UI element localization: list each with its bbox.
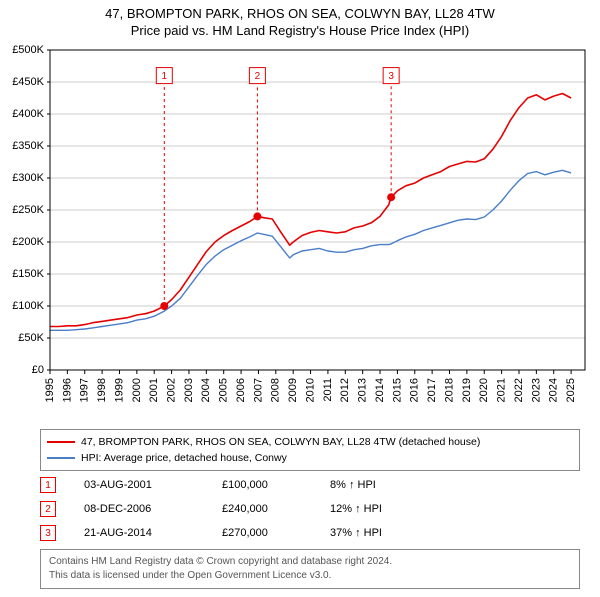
y-tick-label: £450K xyxy=(12,76,44,88)
legend-swatch xyxy=(47,457,75,459)
x-tick-label: 2008 xyxy=(270,378,282,402)
legend: 47, BROMPTON PARK, RHOS ON SEA, COLWYN B… xyxy=(40,429,580,471)
sale-price: £270,000 xyxy=(222,527,302,539)
title-block: 47, BROMPTON PARK, RHOS ON SEA, COLWYN B… xyxy=(0,0,600,40)
x-tick-label: 2023 xyxy=(530,378,542,402)
sale-hpi: 12% ↑ HPI xyxy=(330,503,382,515)
title-line2: Price paid vs. HM Land Registry's House … xyxy=(0,23,600,38)
footer-line2: This data is licensed under the Open Gov… xyxy=(49,569,571,583)
sale-point xyxy=(387,193,395,201)
sale-hpi: 8% ↑ HPI xyxy=(330,479,376,491)
x-tick-label: 2014 xyxy=(374,378,386,402)
x-tick-label: 2022 xyxy=(513,378,525,402)
x-tick-label: 2000 xyxy=(131,378,143,402)
chart-svg: £0 £50K £100K £150K £200K £250K £300K £350K £400… xyxy=(0,40,600,425)
x-tick-label: 2004 xyxy=(200,378,212,402)
legend-row: HPI: Average price, detached house, Conw… xyxy=(47,450,573,466)
legend-row: 47, BROMPTON PARK, RHOS ON SEA, COLWYN B… xyxy=(47,434,573,450)
sale-marker-icon: 2 xyxy=(40,501,56,517)
legend-label: 47, BROMPTON PARK, RHOS ON SEA, COLWYN B… xyxy=(81,434,480,450)
y-tick-label: £350K xyxy=(12,140,44,152)
x-tick-label: 1995 xyxy=(44,378,56,402)
x-tick-label: 2010 xyxy=(304,378,316,402)
sale-row: 1 03-AUG-2001 £100,000 8% ↑ HPI xyxy=(40,477,580,493)
y-tick-label: £400K xyxy=(12,108,44,120)
y-tick-label: £150K xyxy=(12,268,44,280)
x-tick-label: 2017 xyxy=(426,378,438,402)
x-tick-label: 1998 xyxy=(96,378,108,402)
sale-date: 21-AUG-2014 xyxy=(84,527,194,539)
x-tick-label: 2016 xyxy=(409,378,421,402)
x-tick-label: 2006 xyxy=(235,378,247,402)
x-tick-label: 2007 xyxy=(252,378,264,402)
y-tick-label: £300K xyxy=(12,172,44,184)
x-tick-label: 2019 xyxy=(461,378,473,402)
sale-hpi: 37% ↑ HPI xyxy=(330,527,382,539)
sale-price: £100,000 xyxy=(222,479,302,491)
y-tick-label: £50K xyxy=(18,332,44,344)
sale-row: 2 08-DEC-2006 £240,000 12% ↑ HPI xyxy=(40,501,580,517)
y-tick-label: £0 xyxy=(32,364,44,376)
x-tick-label: 2013 xyxy=(357,378,369,402)
y-tick-label: £100K xyxy=(12,300,44,312)
x-tick-label: 2005 xyxy=(218,378,230,402)
sale-marker-number: 3 xyxy=(388,71,394,82)
x-tick-label: 2020 xyxy=(478,378,490,402)
x-tick-label: 2018 xyxy=(443,378,455,402)
title-line1: 47, BROMPTON PARK, RHOS ON SEA, COLWYN B… xyxy=(0,6,600,21)
x-tick-label: 2015 xyxy=(391,378,403,402)
chart-container: 47, BROMPTON PARK, RHOS ON SEA, COLWYN B… xyxy=(0,0,600,589)
y-tick-label: £250K xyxy=(12,204,44,216)
x-tick-label: 2009 xyxy=(287,378,299,402)
sale-row: 3 21-AUG-2014 £270,000 37% ↑ HPI xyxy=(40,525,580,541)
x-tick-label: 2011 xyxy=(322,378,334,402)
x-tick-label: 1996 xyxy=(61,378,73,402)
footer-attribution: Contains HM Land Registry data © Crown c… xyxy=(40,549,580,589)
sales-table: 1 03-AUG-2001 £100,000 8% ↑ HPI 2 08-DEC-2006… xyxy=(40,477,580,541)
sale-point xyxy=(160,302,168,310)
x-tick-label: 1999 xyxy=(113,378,125,402)
y-tick-label: £500K xyxy=(12,44,44,56)
legend-label: HPI: Average price, detached house, Conw… xyxy=(81,450,287,466)
sale-marker-number: 1 xyxy=(162,71,168,82)
y-tick-label: £200K xyxy=(12,236,44,248)
footer-line1: Contains HM Land Registry data © Crown c… xyxy=(49,555,571,569)
sale-marker-icon: 1 xyxy=(40,477,56,493)
sale-price: £240,000 xyxy=(222,503,302,515)
legend-swatch xyxy=(47,441,75,443)
x-tick-label: 2003 xyxy=(183,378,195,402)
x-tick-label: 1997 xyxy=(79,378,91,402)
sale-date: 03-AUG-2001 xyxy=(84,479,194,491)
x-tick-label: 2002 xyxy=(165,378,177,402)
x-tick-label: 2025 xyxy=(565,378,577,402)
x-tick-label: 2001 xyxy=(148,378,160,402)
x-tick-label: 2021 xyxy=(496,378,508,402)
sale-point xyxy=(253,212,261,220)
sale-marker-icon: 3 xyxy=(40,525,56,541)
x-tick-label: 2024 xyxy=(548,378,560,402)
sale-date: 08-DEC-2006 xyxy=(84,503,194,515)
x-tick-label: 2012 xyxy=(339,378,351,402)
chart-area: £0 £50K £100K £150K £200K £250K £300K £350K £400… xyxy=(0,40,600,425)
sale-marker-number: 2 xyxy=(255,71,261,82)
